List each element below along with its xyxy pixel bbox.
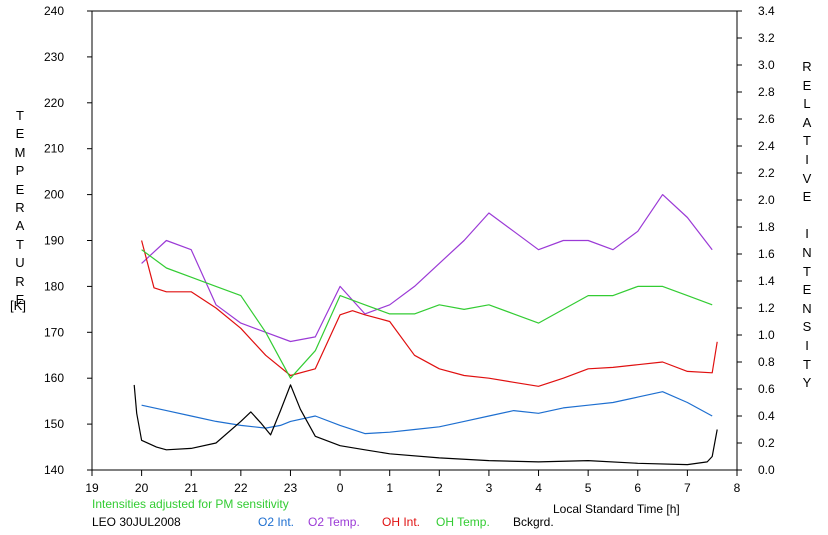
left-tick-label: 170 bbox=[44, 325, 64, 339]
legend-oh-temp: OH Temp. bbox=[436, 515, 490, 529]
x-tick-label: 4 bbox=[535, 481, 542, 495]
right-tick-label: 3.2 bbox=[758, 31, 775, 45]
series-line-4 bbox=[133, 384, 718, 466]
legend-o2-int: O2 Int. bbox=[258, 515, 295, 529]
left-tick-label: 140 bbox=[44, 463, 64, 477]
left-tick-label: 190 bbox=[44, 234, 64, 248]
x-tick-label: 21 bbox=[185, 481, 199, 495]
x-tick-label: 0 bbox=[337, 481, 344, 495]
x-tick-label: 7 bbox=[684, 481, 691, 495]
left-axis-label: T E M P E R A T U R E bbox=[14, 108, 26, 308]
series-line-2 bbox=[141, 240, 718, 387]
right-tick-label: 2.0 bbox=[758, 193, 775, 207]
right-tick-label: 0.2 bbox=[758, 436, 775, 450]
note-text: Intensities adjusted for PM sensitivity bbox=[92, 497, 289, 511]
right-tick-label: 1.2 bbox=[758, 301, 775, 315]
x-tick-label: 6 bbox=[634, 481, 641, 495]
legend-bckgrd: Bckgrd. bbox=[513, 515, 554, 529]
left-axis-unit: [K] bbox=[10, 298, 26, 313]
left-tick-label: 240 bbox=[44, 4, 64, 18]
left-tick-label: 220 bbox=[44, 96, 64, 110]
right-tick-label: 3.0 bbox=[758, 58, 775, 72]
x-tick-label: 8 bbox=[734, 481, 741, 495]
x-tick-label: 2 bbox=[436, 481, 443, 495]
x-tick-label: 23 bbox=[284, 481, 298, 495]
series-line-0 bbox=[141, 391, 713, 435]
station-label: LEO 30JUL2008 bbox=[92, 515, 181, 529]
x-axis-label: Local Standard Time [h] bbox=[553, 502, 680, 516]
right-tick-label: 1.0 bbox=[758, 328, 775, 342]
left-tick-label: 230 bbox=[44, 50, 64, 64]
series-layer bbox=[133, 194, 718, 466]
plot-frame bbox=[91, 10, 738, 471]
right-tick-label: 3.4 bbox=[758, 4, 775, 18]
right-tick-label: 1.4 bbox=[758, 274, 775, 288]
left-tick-label: 200 bbox=[44, 188, 64, 202]
legend-o2-temp: O2 Temp. bbox=[308, 515, 360, 529]
right-tick-label: 2.2 bbox=[758, 166, 775, 180]
left-tick-label: 210 bbox=[44, 142, 64, 156]
right-tick-label: 1.6 bbox=[758, 247, 775, 261]
x-tick-label: 3 bbox=[486, 481, 493, 495]
series-line-3 bbox=[141, 249, 713, 379]
right-tick-label: 0.6 bbox=[758, 382, 775, 396]
x-tick-label: 20 bbox=[135, 481, 149, 495]
x-tick-label: 19 bbox=[85, 481, 99, 495]
right-tick-label: 0.4 bbox=[758, 409, 775, 423]
x-tick-label: 22 bbox=[234, 481, 248, 495]
legend-oh-int: OH Int. bbox=[382, 515, 421, 529]
x-tick-label: 5 bbox=[585, 481, 592, 495]
right-axis-label: R E L A T I V E I N T E N S I T Y bbox=[802, 59, 812, 391]
right-tick-label: 0.8 bbox=[758, 355, 775, 369]
left-tick-label: 180 bbox=[44, 279, 64, 293]
right-tick-label: 0.0 bbox=[758, 463, 775, 477]
right-tick-label: 2.8 bbox=[758, 85, 775, 99]
right-tick-label: 2.4 bbox=[758, 139, 775, 153]
left-tick-label: 160 bbox=[44, 371, 64, 385]
right-tick-label: 2.6 bbox=[758, 112, 775, 126]
x-tick-label: 1 bbox=[386, 481, 393, 495]
left-tick-label: 150 bbox=[44, 417, 64, 431]
axis-layer: 1401501601701801902002102202302400.00.20… bbox=[44, 4, 775, 495]
right-tick-label: 1.8 bbox=[758, 220, 775, 234]
series-line-1 bbox=[141, 194, 713, 343]
